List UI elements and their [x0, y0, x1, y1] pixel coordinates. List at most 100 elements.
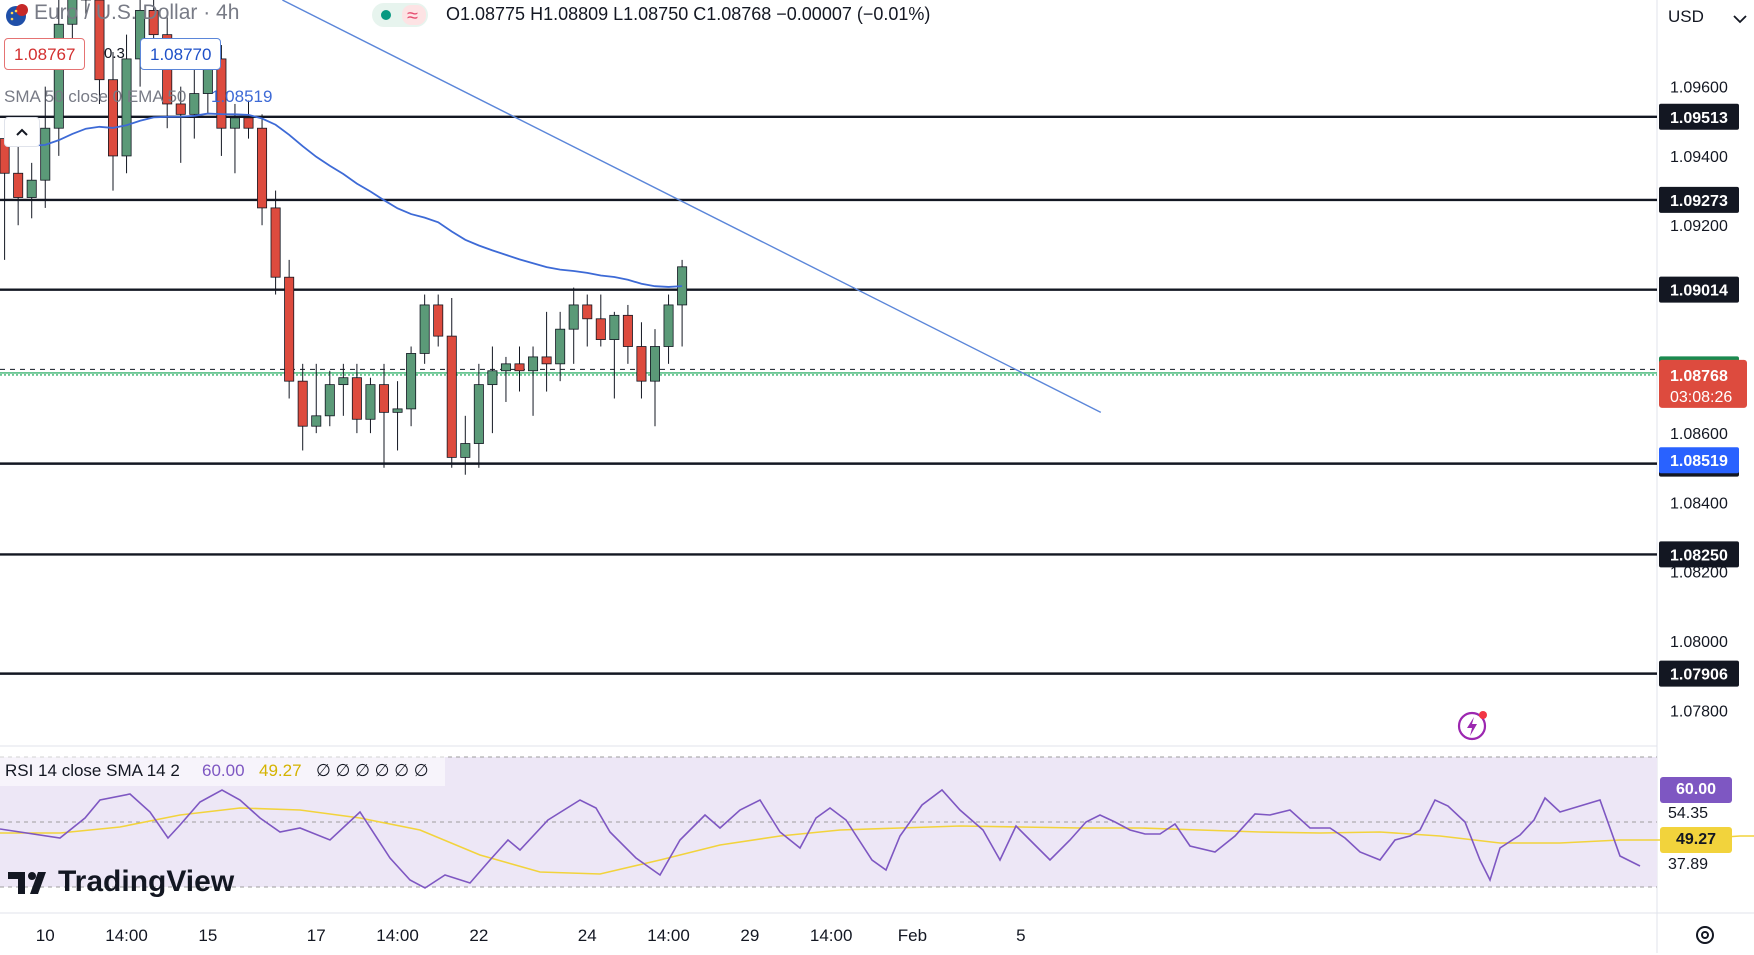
candle-body	[324, 384, 335, 417]
ma-price-tag	[1659, 447, 1739, 474]
tradingview-logo-icon	[8, 872, 46, 894]
descending-trendline	[282, 0, 1102, 413]
level-price-label: 1.08250	[1670, 547, 1728, 564]
level-price-label: 1.09014	[1670, 283, 1728, 300]
time-tick-label: 22	[469, 926, 488, 945]
candle-body	[351, 377, 362, 420]
candle-body	[189, 93, 200, 115]
rsi-empty-value: ∅	[355, 761, 370, 780]
ma-price-label: 1.08519	[1670, 453, 1728, 470]
candle-body	[311, 415, 322, 427]
price-tick-label: 1.08600	[1670, 426, 1728, 443]
candle-body	[94, 0, 105, 81]
candle-body	[622, 314, 633, 347]
candle-body	[487, 370, 498, 386]
lightning-alert-icon	[1457, 711, 1487, 741]
time-tick-label: 14:00	[376, 926, 419, 945]
level-price-label: 1.09513	[1670, 110, 1728, 127]
candle-body	[609, 314, 620, 340]
candle-body	[500, 363, 511, 372]
level-price-tag	[1659, 276, 1739, 303]
rsi-axis-value: 60.00	[1660, 777, 1732, 803]
price-tick-label: 1.08200	[1670, 565, 1728, 582]
rsi-value: 60.00	[202, 761, 245, 780]
level-price-label: 1.07906	[1670, 667, 1728, 684]
candle-body	[392, 408, 403, 413]
rsi-legend[interactable]: RSI 14 close SMA 14 2 60.00 49.27 ∅ ∅ ∅ …	[0, 756, 445, 786]
rsi-empty-values: ∅ ∅ ∅ ∅ ∅ ∅	[316, 761, 429, 781]
level-price-tag	[1659, 660, 1739, 687]
candle-body	[419, 304, 430, 354]
candle-body	[365, 384, 376, 420]
rsi-empty-value: ∅	[394, 761, 409, 780]
candle-body	[636, 346, 647, 382]
tradingview-logo[interactable]: TradingView	[8, 862, 234, 902]
candle-body	[514, 363, 525, 372]
time-tick-label: 15	[198, 926, 217, 945]
candle-body	[13, 172, 24, 198]
gear-icon	[1696, 926, 1714, 944]
last-price-label: 1.08768	[1670, 368, 1728, 385]
candle-body	[568, 304, 579, 330]
candle-body	[53, 23, 64, 129]
price-tick-label: 1.07800	[1670, 703, 1728, 720]
ohlc-readout: O1.08775 H1.08809 L1.08750 C1.08768 −0.0…	[446, 4, 931, 24]
rsi-sma-line	[0, 807, 1754, 875]
time-tick-label: 5	[1016, 926, 1025, 945]
rsi-sma-axis-value: 49.27	[1660, 827, 1732, 853]
price-tick-label: 1.09200	[1670, 218, 1728, 235]
level-price-tag	[1659, 103, 1739, 130]
candle-body	[595, 318, 606, 340]
rsi-empty-value: ∅	[413, 761, 429, 780]
tradingview-logo-text: TradingView	[58, 865, 235, 898]
candle-body	[175, 103, 186, 115]
chevron-up-icon	[16, 128, 28, 136]
candle-body	[108, 79, 119, 157]
time-tick-label: 10	[36, 926, 55, 945]
candle-body	[284, 276, 295, 382]
price-tick-label: 1.09600	[1670, 80, 1728, 97]
symbol-title[interactable]: Euro / U.S. Dollar · 4h	[34, 1, 240, 24]
candle-body	[473, 384, 484, 444]
symbol-flag[interactable]	[4, 3, 28, 27]
candle-body	[446, 335, 457, 458]
rsi-axis-tick-upper: 54.35	[1668, 805, 1709, 822]
candle-body	[243, 117, 254, 129]
spread-value: 0.3	[104, 45, 125, 62]
currency-selector[interactable]: USD	[1664, 3, 1752, 31]
candle-body	[67, 0, 78, 25]
rsi-indicator-label: RSI 14 close SMA 14 2	[5, 761, 180, 780]
ma-indicator-label[interactable]: SMA 50 close 0 EMA 50	[4, 87, 187, 106]
level-price-tag	[1659, 541, 1739, 568]
rsi-line	[0, 788, 1641, 889]
candle-body	[460, 443, 471, 458]
chart-settings-button[interactable]	[1690, 920, 1720, 950]
rsi-empty-value: ∅	[335, 761, 351, 780]
ma-indicator-value: 1.08519	[211, 87, 273, 106]
lightning-alert-button[interactable]	[1456, 708, 1490, 742]
rsi-axis-tick-lower: 37.89	[1668, 856, 1709, 873]
rsi-sma-value: 49.27	[259, 761, 302, 780]
sell-price-box[interactable]: 1.08767	[4, 38, 86, 70]
time-tick-label: Feb	[898, 926, 927, 945]
level-price-label: 1.09273	[1670, 193, 1728, 210]
candle-body	[40, 127, 51, 181]
buy-price-box[interactable]: 1.08770	[140, 38, 222, 70]
price-tick-label: 1.08000	[1670, 634, 1728, 651]
indicator-badges[interactable]: ≈	[372, 3, 428, 27]
candle-body	[528, 356, 539, 372]
svg-text:≈: ≈	[407, 5, 418, 27]
ema-50-line	[4, 112, 683, 288]
collapse-indicators-button[interactable]	[4, 117, 40, 147]
last-price-tag	[1659, 359, 1747, 408]
level-price-tag	[1659, 186, 1739, 213]
green-dot-icon: ≈	[381, 5, 426, 27]
candle-body	[26, 179, 37, 198]
rsi-empty-value: ∅	[374, 761, 390, 780]
candle-body	[541, 356, 552, 365]
candle-body	[338, 377, 349, 386]
rsi-empty-value: ∅	[316, 761, 331, 780]
currency-label: USD	[1668, 7, 1704, 26]
candle-body	[216, 58, 227, 129]
